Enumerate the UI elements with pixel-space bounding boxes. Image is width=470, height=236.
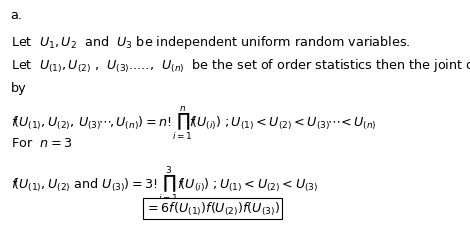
Text: For  $n=3$: For $n=3$ <box>11 136 72 149</box>
Text: Let  $U_{(1)},U_{(2)}$ ,  $U_{(3)}$.....,  $U_{(n)}$  be the set of order statis: Let $U_{(1)},U_{(2)}$ , $U_{(3)}$....., … <box>11 58 470 75</box>
Text: by: by <box>11 82 26 95</box>
Text: $=6f(U_{(1)})f(U_{(2)})f(U_{(3)})$: $=6f(U_{(1)})f(U_{(2)})f(U_{(3)})$ <box>145 200 280 218</box>
Text: $f\!(U_{(1)},U_{(2)}$ and $U_{(3)})=3!\!\prod_{i=1}^{3}f\!(U_{(i)})\;;U_{(1)}<U_: $f\!(U_{(1)},U_{(2)}$ and $U_{(3)})=3!\!… <box>11 164 318 205</box>
Text: a.: a. <box>11 9 23 22</box>
Text: Let  $U_1,U_2$  and  $U_3$ be independent uniform random variables.: Let $U_1,U_2$ and $U_3$ be independent u… <box>11 34 410 51</box>
Text: $f\!(U_{(1)},U_{(2)},\, U_{(3)}\!\cdots\!, U_{(n)})=n!\!\prod_{i=1}^{n}\!f\!(U_{: $f\!(U_{(1)},U_{(2)},\, U_{(3)}\!\cdots\… <box>11 104 376 142</box>
